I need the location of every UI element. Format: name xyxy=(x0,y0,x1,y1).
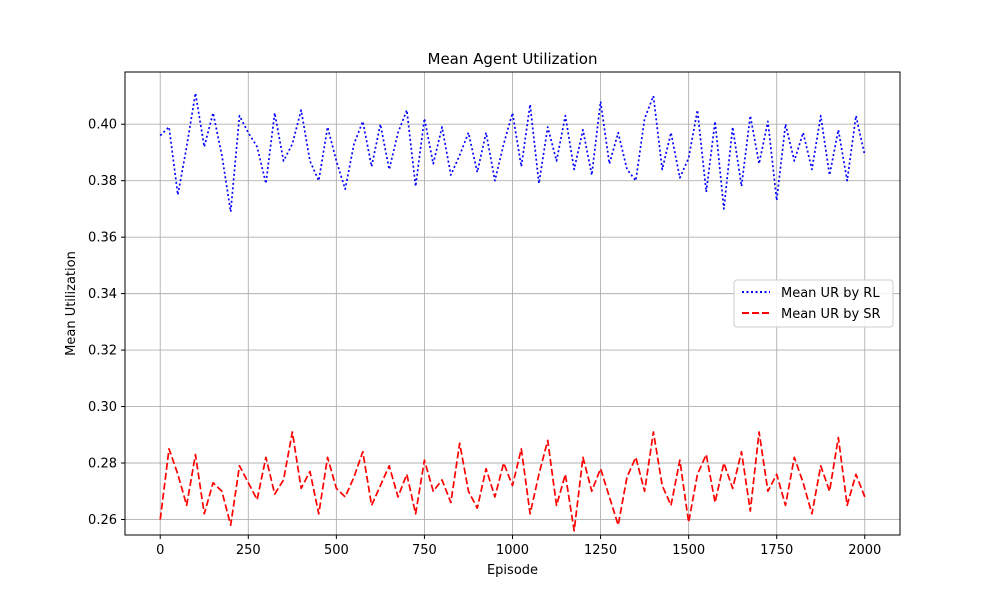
chart-title: Mean Agent Utilization xyxy=(428,50,598,68)
x-tick-label: 0 xyxy=(156,543,164,558)
legend-label-rl: Mean UR by RL xyxy=(781,286,880,301)
series-line-rl xyxy=(159,92,866,213)
y-tick-label: 0.30 xyxy=(88,400,117,415)
series-layer xyxy=(159,92,866,532)
y-tick-label: 0.26 xyxy=(88,513,117,528)
x-tick-label: 250 xyxy=(236,543,261,558)
x-tick-label: 750 xyxy=(412,543,437,558)
legend-box xyxy=(733,279,894,328)
y-tick-label: 0.36 xyxy=(88,231,117,246)
y-tick-label: 0.32 xyxy=(88,344,117,359)
series-line-sr xyxy=(159,431,866,532)
x-tick-label: 500 xyxy=(324,543,349,558)
y-tick-label: 0.38 xyxy=(88,174,117,189)
x-tick-label: 1250 xyxy=(584,543,617,558)
x-tick-label: 2000 xyxy=(848,543,881,558)
legend: Mean UR by RL Mean UR by SR xyxy=(733,279,894,328)
x-tick-label: 1500 xyxy=(672,543,705,558)
legend-label-sr: Mean UR by SR xyxy=(781,307,881,322)
axis-ticks: 0 250 500 750 1000 1250 1500 1750 2000 0.26 0.28 0.… xyxy=(88,118,881,558)
y-tick-label: 0.34 xyxy=(88,287,117,302)
y-tick-label: 0.28 xyxy=(88,457,117,472)
x-tick-label: 1750 xyxy=(760,543,793,558)
x-tick-label: 1000 xyxy=(496,543,529,558)
y-tick-label: 0.40 xyxy=(88,118,117,133)
grid xyxy=(125,72,900,535)
x-axis-title: Episode xyxy=(487,563,538,578)
y-axis-title: Mean Utilization xyxy=(64,251,79,356)
